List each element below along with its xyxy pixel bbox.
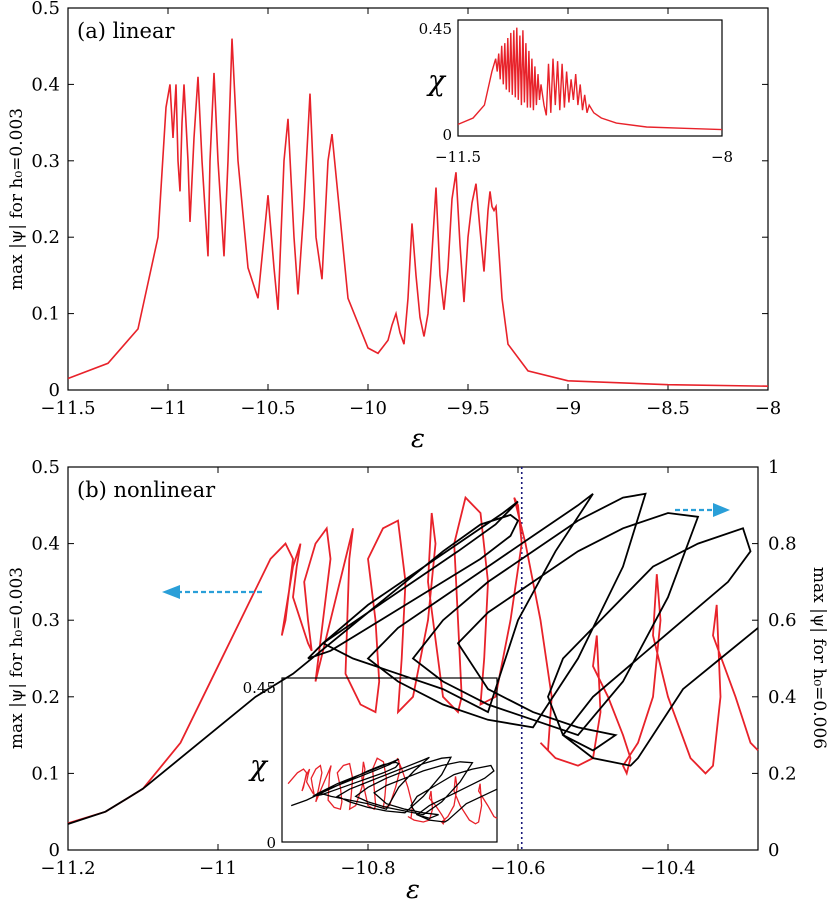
panel-a-inset-ytick-top: 0.45 bbox=[419, 20, 452, 38]
panel-b-ylabel-right: max |ψ| for h₀=0.006 bbox=[809, 567, 829, 749]
panel-b-ytick-right-label: 1 bbox=[768, 457, 779, 478]
panel-b-inset-curves bbox=[287, 756, 498, 826]
panel-a-label: (a) linear bbox=[77, 19, 175, 43]
panel-a-inset-ylabel: χ bbox=[426, 64, 447, 97]
panel-a-inset-xtick-left: −11.5 bbox=[435, 148, 481, 166]
panel-a-x-ticks: −11.5 −11 −10.5 −10 −9.5 −9 −8.5 −8 bbox=[40, 8, 781, 419]
panel-b-y-ticks-right: 0 0.2 0.4 0.6 0.8 1 bbox=[752, 457, 797, 861]
panel-a-y-ticks: 0 0.1 0.2 0.3 0.4 0.5 bbox=[31, 0, 768, 401]
panel-b-xtick-label: −11 bbox=[199, 858, 237, 879]
panel-a: −11.5 −11 −10.5 −10 −9.5 −9 −8.5 −8 00.10.20.30… bbox=[7, 0, 781, 454]
panel-a-frame bbox=[67, 7, 769, 391]
panel-b-xtick-label: −10.4 bbox=[640, 858, 695, 879]
panel-b-ytick-left-label: 0.5 bbox=[31, 457, 60, 478]
panel-a-xtick-label: −11 bbox=[149, 398, 187, 419]
panel-a-xtick-label: −9.5 bbox=[446, 398, 490, 419]
panel-b-ytick-right-label: 0 bbox=[768, 840, 779, 861]
panel-a-ytick-label: 0.3 bbox=[31, 151, 60, 172]
panel-a-ytick-label: 0.2 bbox=[31, 227, 60, 248]
right-axis-arrow-icon bbox=[675, 503, 730, 517]
panel-b-ytick-left-label: 0.4 bbox=[31, 534, 60, 555]
left-axis-arrow-icon bbox=[162, 585, 262, 599]
panel-a-ytick-label: 0.4 bbox=[31, 74, 60, 95]
panel-a-series-line bbox=[67, 38, 769, 387]
panel-a-xtick-label: −9 bbox=[555, 398, 582, 419]
panel-a-xtick-label: −8.5 bbox=[646, 398, 690, 419]
panel-b-x-ticks: −11.2 −11 −10.8 −10.6 −10.4 bbox=[40, 467, 696, 879]
panel-a-ytick-label: 0.5 bbox=[31, 0, 60, 19]
panel-b-xtick-label: −11.2 bbox=[40, 858, 95, 879]
panel-a-inset-line bbox=[457, 27, 723, 131]
panel-b-inset-ytick-top: 0.45 bbox=[243, 679, 276, 697]
panel-a-ytick-label: 0 bbox=[49, 380, 60, 401]
panel-b-inset-ytick-bottom: 0 bbox=[266, 834, 276, 852]
panel-a-ylabel: max |ψ| for h₀=0.003 bbox=[7, 108, 27, 290]
panel-b-ytick-right-label: 0.4 bbox=[768, 687, 797, 708]
panel-b-xtick-label: −10.8 bbox=[340, 858, 395, 879]
panel-a-xlabel: ε bbox=[411, 424, 425, 454]
panel-a-inset-ytick-bottom: 0 bbox=[442, 126, 452, 144]
panel-b-ytick-right-label: 0.2 bbox=[768, 763, 797, 784]
panel-a-ytick-label: 0.1 bbox=[31, 304, 60, 325]
panel-b-xtick-label: −10.6 bbox=[490, 858, 545, 879]
panel-a-xtick-label: −11.5 bbox=[40, 398, 95, 419]
panel-b-ytick-left-label: 0 bbox=[49, 840, 60, 861]
panel-b-ytick-left-label: 0.3 bbox=[31, 610, 60, 631]
panel-a-xtick-label: −10 bbox=[349, 398, 387, 419]
panel-b-series-h006 bbox=[67, 492, 759, 825]
panel-b-label: (b) nonlinear bbox=[77, 478, 216, 502]
panel-a-inset-xtick-right: −8 bbox=[711, 148, 733, 166]
panel-b: −11.2 −11 −10.8 −10.6 −10.4 0 0.1 0.2 0.3 0.4 0.5… bbox=[7, 457, 829, 903]
panel-b-series-h003 bbox=[67, 495, 759, 825]
panel-b-ytick-right-label: 0.6 bbox=[768, 610, 797, 631]
panel-b-ytick-left-label: 0.1 bbox=[31, 763, 60, 784]
panel-b-ytick-right-label: 0.8 bbox=[768, 534, 797, 555]
panel-a-inset: χ 0.45 0 −11.5 −8 bbox=[419, 19, 733, 166]
panel-a-inset-frame bbox=[457, 19, 723, 137]
panel-b-y-ticks-left: 0 0.1 0.2 0.3 0.4 0.5 bbox=[31, 457, 74, 861]
panel-a-xtick-label: −10.5 bbox=[240, 398, 295, 419]
panel-b-inset: χ 0.45 0 bbox=[243, 677, 498, 852]
panel-b-xlabel: ε bbox=[406, 875, 420, 903]
panel-b-ylabel-left: max |ψ| for h₀=0.003 bbox=[7, 567, 27, 749]
panel-b-inset-ylabel: χ bbox=[248, 749, 269, 782]
panel-b-ytick-left-label: 0.2 bbox=[31, 687, 60, 708]
panel-a-xtick-label: −8 bbox=[755, 398, 782, 419]
panel-b-frame bbox=[67, 466, 759, 851]
panel-b-inset-series-1 bbox=[290, 756, 498, 823]
panel-b-inset-frame bbox=[281, 677, 498, 843]
